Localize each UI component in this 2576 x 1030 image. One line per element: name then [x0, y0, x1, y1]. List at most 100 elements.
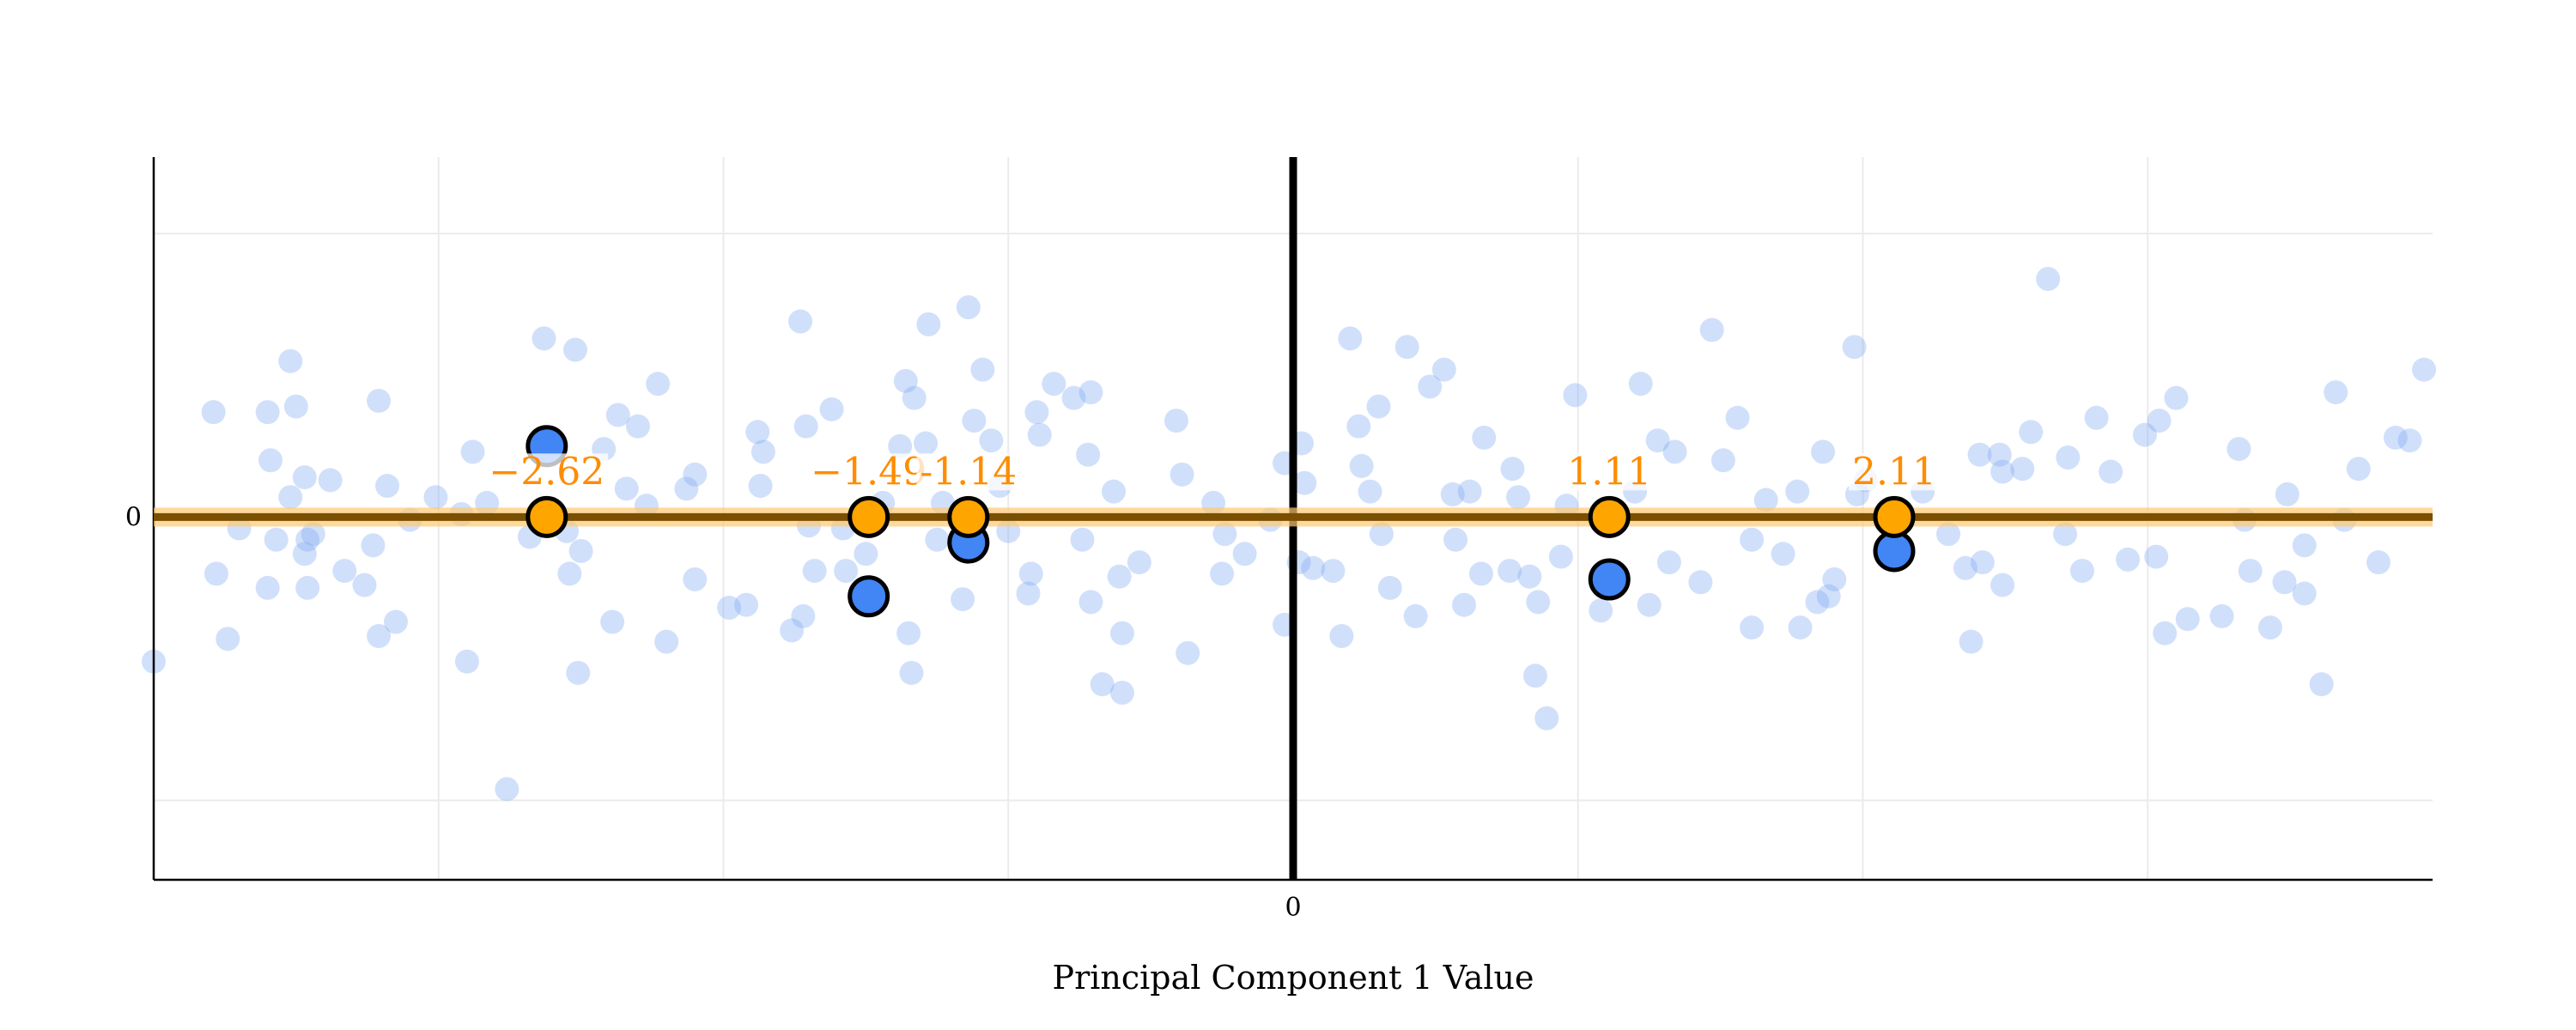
data-point	[2383, 425, 2408, 450]
data-point	[1526, 590, 1551, 615]
data-point	[1740, 615, 1765, 640]
data-point	[1457, 479, 1482, 504]
data-point	[1970, 550, 1995, 575]
data-point	[1329, 624, 1354, 649]
data-point	[1346, 414, 1371, 439]
data-point	[925, 527, 950, 552]
data-point	[1987, 442, 2012, 467]
data-point	[2257, 615, 2282, 640]
data-point	[1210, 561, 1235, 586]
data-point	[600, 609, 625, 634]
data-point	[2132, 422, 2157, 447]
data-point	[1176, 640, 1200, 665]
data-point	[566, 660, 591, 685]
data-point	[1785, 479, 1810, 504]
x-axis-label: Principal Component 1 Value	[1053, 959, 1534, 997]
data-point	[1109, 681, 1134, 706]
data-point	[1127, 550, 1151, 575]
data-point	[2153, 621, 2178, 645]
data-point	[1771, 542, 1795, 566]
data-point	[956, 295, 981, 320]
data-point	[375, 474, 400, 499]
data-point	[1563, 383, 1588, 408]
data-point	[1090, 672, 1115, 697]
data-point	[1338, 326, 1363, 351]
data-point	[1016, 581, 1041, 606]
data-point	[614, 476, 639, 501]
data-point	[970, 357, 995, 382]
data-point	[1710, 448, 1735, 473]
data-point	[361, 533, 386, 558]
data-point	[819, 397, 844, 421]
projection-value-label: -1.14	[920, 450, 1017, 494]
data-point	[1301, 555, 1326, 580]
data-point	[1953, 555, 1978, 580]
data-point	[2069, 559, 2094, 584]
data-point	[893, 368, 918, 393]
data-point	[557, 561, 582, 586]
data-point	[1078, 380, 1103, 405]
data-point	[1292, 470, 1317, 495]
highlighted-point	[848, 575, 890, 618]
highlighted-points: −2.62 −1.49-1.14 1.11 2.11	[485, 425, 1940, 618]
data-point	[1548, 544, 1573, 569]
data-point	[2116, 547, 2141, 572]
label-background	[807, 453, 931, 491]
projection-point	[1873, 495, 1916, 538]
data-point	[367, 388, 392, 413]
data-point	[1440, 482, 1465, 506]
data-point	[295, 575, 320, 600]
label-background	[916, 453, 1021, 491]
data-point	[674, 476, 699, 501]
data-point	[1534, 706, 1559, 730]
projection-point	[526, 495, 568, 538]
data-point	[748, 474, 773, 499]
label-background	[1849, 453, 1940, 491]
data-point	[1816, 584, 1841, 609]
data-point	[367, 624, 392, 649]
data-point	[278, 485, 303, 510]
data-point	[1990, 573, 2015, 597]
data-point	[1443, 527, 1468, 552]
data-point	[2010, 457, 2035, 482]
data-point	[2164, 385, 2189, 410]
data-point	[2292, 533, 2317, 558]
data-point	[301, 522, 325, 547]
data-point	[788, 309, 813, 334]
data-point	[914, 431, 939, 456]
data-point	[278, 348, 303, 373]
data-point	[1468, 561, 1493, 586]
data-point	[2099, 459, 2123, 484]
projection-value-label: −2.62	[489, 450, 605, 494]
data-point	[654, 629, 679, 654]
projection-point	[848, 495, 890, 538]
data-point	[750, 439, 775, 464]
data-point	[2309, 672, 2334, 697]
data-point	[2275, 482, 2300, 506]
data-point	[383, 609, 408, 634]
data-point	[1394, 335, 1419, 360]
data-point	[2238, 559, 2263, 584]
data-point	[717, 596, 742, 621]
data-point	[854, 542, 878, 566]
data-point	[255, 575, 280, 600]
data-point	[1369, 522, 1394, 547]
data-point	[1753, 488, 1778, 512]
data-point	[1811, 439, 1836, 464]
data-point	[1500, 457, 1525, 482]
data-point	[1070, 527, 1095, 552]
data-point	[1232, 542, 1257, 566]
data-point	[2324, 380, 2348, 405]
data-point	[791, 603, 816, 628]
data-point	[2397, 428, 2422, 453]
data-point	[292, 465, 317, 490]
data-point	[332, 559, 357, 584]
data-point	[1358, 479, 1382, 504]
data-point	[1403, 603, 1428, 628]
data-point	[1688, 570, 1713, 595]
highlighted-point	[1588, 558, 1631, 601]
data-point	[2227, 437, 2251, 462]
label-background	[485, 453, 609, 491]
data-point	[318, 468, 343, 493]
data-point	[2175, 607, 2200, 632]
